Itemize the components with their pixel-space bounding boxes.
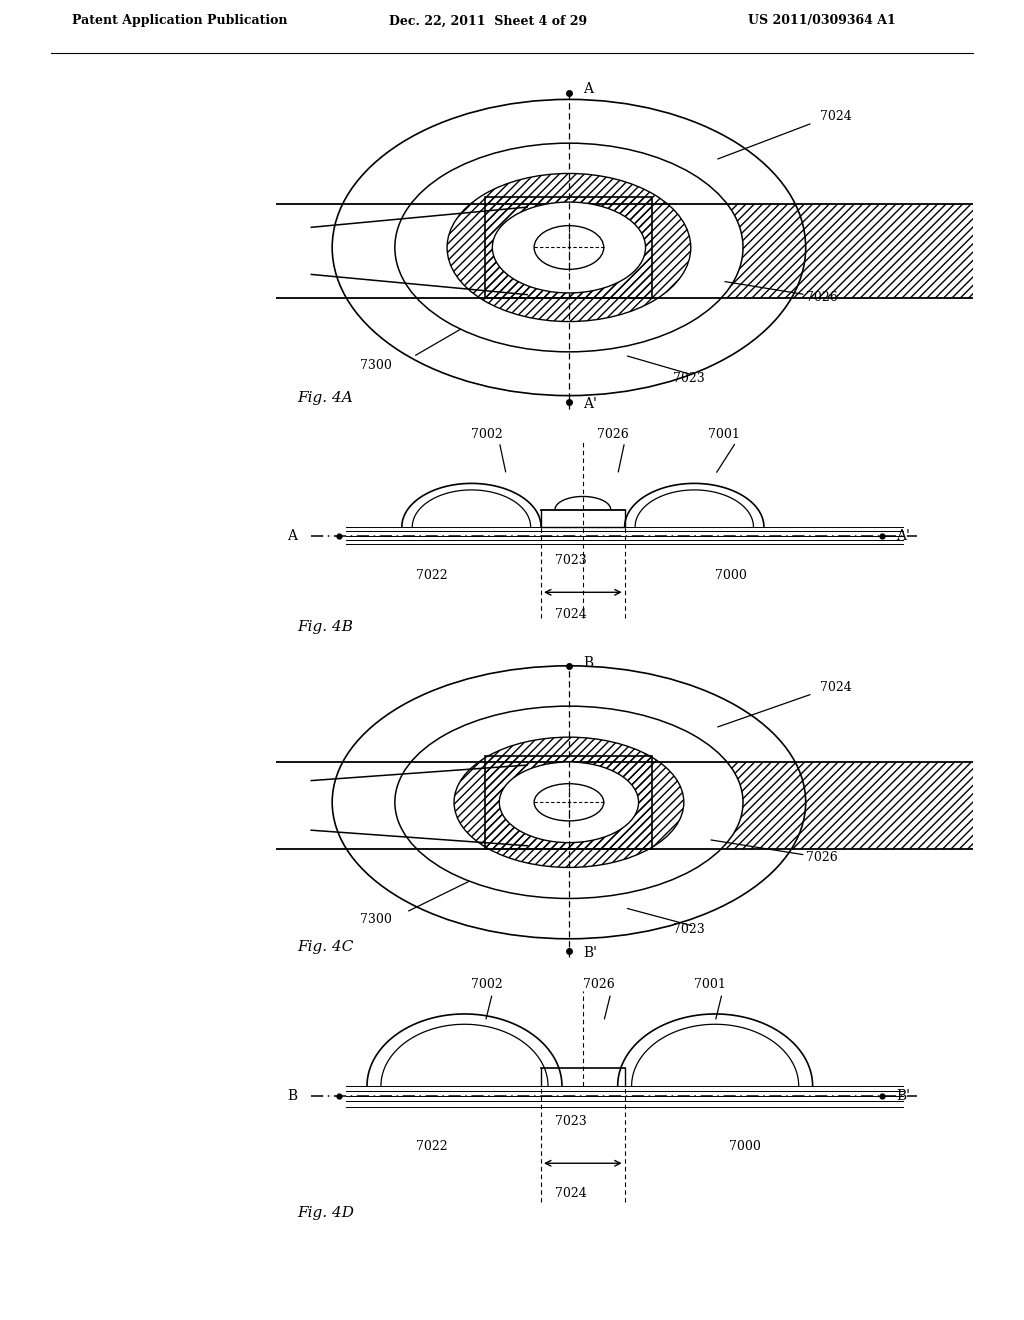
Bar xyxy=(485,756,652,849)
Bar xyxy=(569,203,973,298)
Text: B: B xyxy=(288,1089,297,1104)
Text: 7022: 7022 xyxy=(416,569,447,582)
Text: 7002: 7002 xyxy=(471,978,503,991)
Text: 7300: 7300 xyxy=(360,913,392,927)
Text: B: B xyxy=(583,656,593,669)
Text: Fig. 4A: Fig. 4A xyxy=(297,391,353,405)
Ellipse shape xyxy=(535,784,604,821)
Text: 7000: 7000 xyxy=(729,1140,761,1154)
Text: Fig. 4B: Fig. 4B xyxy=(297,620,353,635)
Text: A: A xyxy=(288,528,297,543)
Text: 7001: 7001 xyxy=(709,428,740,441)
Text: 7002: 7002 xyxy=(471,428,503,441)
Ellipse shape xyxy=(493,202,645,293)
Ellipse shape xyxy=(332,99,806,396)
Text: 7026: 7026 xyxy=(597,428,629,441)
Text: Fig. 4C: Fig. 4C xyxy=(297,940,353,954)
Text: 7023: 7023 xyxy=(555,1114,587,1127)
Text: US 2011/0309364 A1: US 2011/0309364 A1 xyxy=(748,15,895,28)
Ellipse shape xyxy=(500,762,639,842)
Ellipse shape xyxy=(395,706,743,899)
Text: 7026: 7026 xyxy=(583,978,614,991)
Text: 7023: 7023 xyxy=(555,554,587,568)
Text: 7001: 7001 xyxy=(694,978,726,991)
Text: 7000: 7000 xyxy=(715,569,748,582)
Text: A': A' xyxy=(583,397,597,411)
Text: 7023: 7023 xyxy=(674,372,706,385)
Text: 7022: 7022 xyxy=(416,1140,447,1154)
Text: A': A' xyxy=(896,528,910,543)
Text: B': B' xyxy=(583,945,597,960)
Bar xyxy=(485,197,652,298)
Ellipse shape xyxy=(395,143,743,352)
Ellipse shape xyxy=(535,226,604,269)
Text: Patent Application Publication: Patent Application Publication xyxy=(72,15,287,28)
Text: A: A xyxy=(583,82,593,96)
Text: B': B' xyxy=(896,1089,910,1104)
Text: 7026: 7026 xyxy=(806,851,838,865)
Text: 7024: 7024 xyxy=(819,681,851,693)
Text: Fig. 4D: Fig. 4D xyxy=(297,1206,354,1220)
Ellipse shape xyxy=(332,665,806,939)
Text: 7024: 7024 xyxy=(555,1187,587,1200)
Text: 7300: 7300 xyxy=(360,359,392,372)
Text: 7026: 7026 xyxy=(806,292,838,305)
Bar xyxy=(569,762,973,849)
Text: 7023: 7023 xyxy=(674,923,706,936)
Text: Dec. 22, 2011  Sheet 4 of 29: Dec. 22, 2011 Sheet 4 of 29 xyxy=(389,15,587,28)
Text: 7024: 7024 xyxy=(819,110,851,123)
Text: 7024: 7024 xyxy=(555,609,587,622)
